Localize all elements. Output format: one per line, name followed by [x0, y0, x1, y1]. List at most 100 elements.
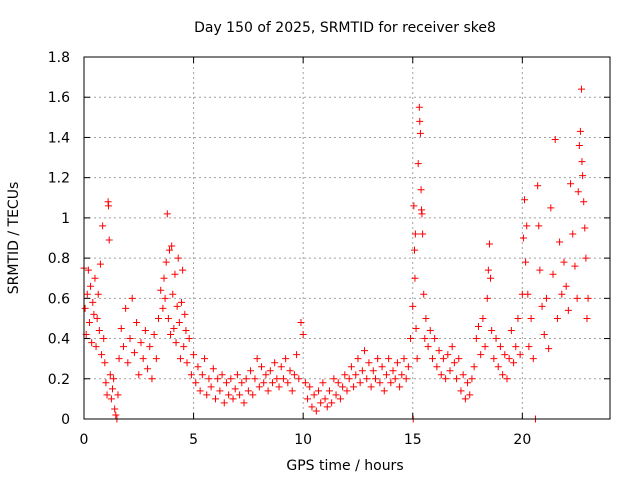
data-point: [258, 363, 266, 371]
data-point: [122, 304, 130, 312]
data-point: [581, 224, 589, 232]
data-point: [479, 314, 487, 322]
axis-ticks: 0 0.2 0.4 0.6 0.8 1 1.2 1.4 1.6 1.8 0 5 10 15 20: [48, 50, 610, 448]
data-point: [171, 270, 179, 278]
data-point: [437, 371, 445, 379]
data-point: [421, 335, 429, 343]
data-point: [376, 379, 384, 387]
data-point: [130, 349, 138, 357]
data-point: [279, 375, 287, 383]
data-point: [96, 260, 104, 268]
data-point: [214, 375, 222, 383]
data-point: [496, 343, 504, 351]
data-point: [247, 367, 255, 375]
data-point: [203, 391, 211, 399]
data-point: [361, 347, 369, 355]
data-point: [527, 314, 535, 322]
data-point: [323, 403, 331, 411]
data-point: [414, 160, 422, 168]
data-point: [387, 379, 395, 387]
data-point: [583, 314, 591, 322]
data-point: [524, 290, 532, 298]
data-point: [233, 371, 241, 379]
data-point: [347, 363, 355, 371]
data-point: [315, 387, 323, 395]
data-point: [334, 379, 342, 387]
data-point: [102, 379, 110, 387]
data-point: [157, 286, 165, 294]
data-point: [260, 379, 268, 387]
data-point: [183, 359, 191, 367]
data-point: [396, 383, 404, 391]
data-point: [578, 158, 586, 166]
data-point: [133, 318, 141, 326]
data-point: [317, 399, 325, 407]
data-point: [380, 387, 388, 395]
data-point: [472, 335, 480, 343]
data-point: [111, 405, 119, 413]
data-point: [81, 304, 89, 312]
data-point: [255, 383, 263, 391]
data-point: [426, 327, 434, 335]
data-point: [521, 196, 529, 204]
data-point: [523, 222, 531, 230]
data-point: [336, 395, 344, 403]
data-point: [101, 359, 109, 367]
data-point: [163, 210, 171, 218]
data-point: [413, 355, 421, 363]
data-point: [187, 371, 195, 379]
data-point: [485, 240, 493, 248]
y-tick-label: 0.8: [48, 251, 70, 267]
data-point: [174, 254, 182, 262]
data-point: [393, 359, 401, 367]
data-point: [411, 274, 419, 282]
data-point: [529, 355, 537, 363]
data-point: [262, 371, 270, 379]
data-point: [175, 318, 183, 326]
data-point: [170, 325, 178, 332]
data-point: [293, 351, 301, 359]
data-point: [236, 391, 244, 399]
data-point: [411, 246, 419, 254]
data-point: [341, 371, 349, 379]
data-point: [560, 258, 568, 266]
data-point: [110, 375, 118, 383]
data-point: [92, 343, 100, 351]
x-tick-label: 15: [404, 432, 422, 448]
data-point: [507, 327, 515, 335]
data-point: [90, 310, 98, 318]
data-point: [212, 395, 219, 403]
data-point: [87, 282, 95, 290]
data-point: [416, 129, 424, 137]
data-point: [91, 274, 99, 282]
data-point: [218, 371, 226, 379]
data-point: [244, 387, 252, 395]
data-point: [152, 355, 160, 363]
data-point: [205, 375, 213, 383]
data-point: [93, 314, 101, 322]
data-point: [173, 302, 181, 310]
data-point: [268, 379, 276, 387]
data-point: [264, 387, 272, 395]
data-point: [308, 403, 316, 411]
data-point: [249, 391, 257, 399]
data-point: [450, 359, 458, 367]
data-point: [356, 379, 364, 387]
data-point: [488, 327, 496, 335]
data-point: [94, 290, 102, 298]
data-point: [435, 347, 443, 355]
data-point: [358, 367, 366, 375]
data-point: [499, 371, 507, 379]
data-point: [150, 331, 158, 339]
data-point: [332, 391, 340, 399]
data-point: [162, 258, 170, 266]
data-point: [409, 302, 417, 310]
data-point: [431, 335, 439, 343]
data-point: [182, 327, 190, 335]
data-point: [251, 375, 259, 383]
data-point: [569, 230, 577, 238]
data-point: [84, 266, 92, 274]
data-point: [137, 339, 145, 347]
data-point: [301, 379, 309, 387]
data-point: [273, 375, 281, 383]
